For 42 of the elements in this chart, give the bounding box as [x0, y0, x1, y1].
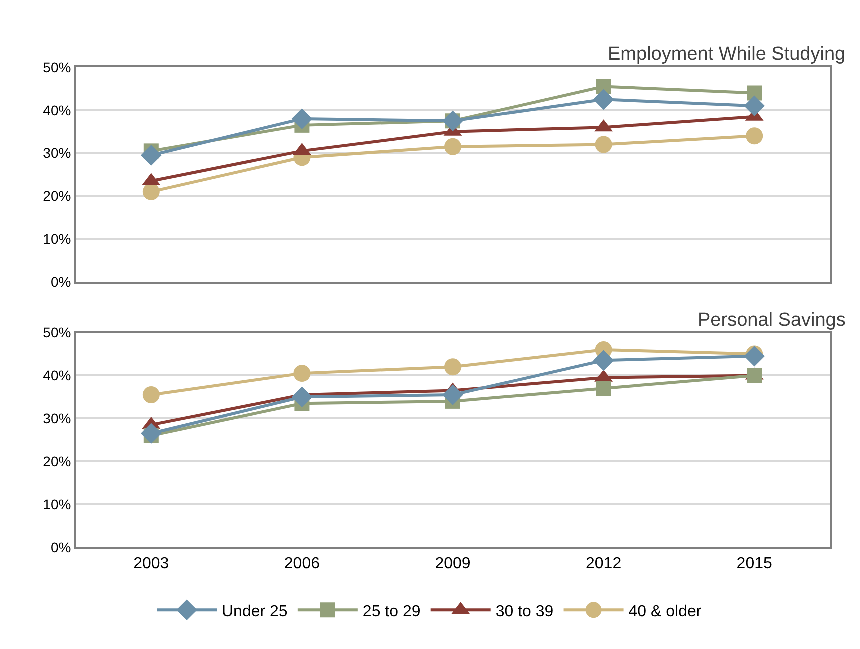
- point: [294, 365, 311, 382]
- y-tick-label: 0%: [50, 274, 72, 290]
- point: [747, 86, 762, 101]
- y-tick-label: 10%: [43, 231, 72, 248]
- point: [444, 358, 462, 376]
- point: [593, 350, 614, 372]
- x-tick-label: 2012: [586, 556, 622, 573]
- y-tick-label: 40%: [43, 102, 72, 118]
- point: [442, 384, 464, 406]
- x-tick-label: 2015: [736, 556, 772, 573]
- y-tick-label: 10%: [43, 496, 72, 512]
- point: [142, 183, 160, 200]
- chart-title: Employment While Studying: [608, 44, 846, 65]
- point: [595, 136, 612, 154]
- point: [292, 108, 313, 130]
- legend-label: 40 & older: [628, 603, 702, 620]
- x-tick-label: 2003: [134, 556, 170, 573]
- point: [744, 346, 765, 367]
- x-tick-label: 2006: [284, 556, 320, 573]
- y-tick-label: 0%: [50, 539, 72, 556]
- point: [444, 138, 462, 156]
- point: [593, 89, 614, 110]
- x-tick-label: 2009: [435, 556, 471, 573]
- legend-label: 30 to 39: [496, 603, 554, 620]
- y-tick-label: 20%: [43, 453, 72, 470]
- y-tick-label: 50%: [43, 59, 72, 76]
- legend-label: 25 to 29: [362, 603, 421, 620]
- point: [596, 381, 612, 396]
- y-tick-label: 30%: [43, 410, 72, 427]
- y-tick-label: 20%: [43, 188, 72, 204]
- legend-label: Under 25: [222, 603, 288, 620]
- point: [744, 96, 765, 117]
- y-tick-label: 30%: [43, 145, 72, 162]
- point: [142, 386, 160, 404]
- y-tick-label: 50%: [43, 324, 72, 341]
- point: [747, 368, 762, 384]
- point: [141, 145, 162, 166]
- chart-title: Personal Savings: [698, 310, 846, 331]
- point: [292, 386, 313, 408]
- y-tick-label: 40%: [43, 368, 72, 384]
- point: [141, 423, 162, 444]
- point: [746, 128, 764, 145]
